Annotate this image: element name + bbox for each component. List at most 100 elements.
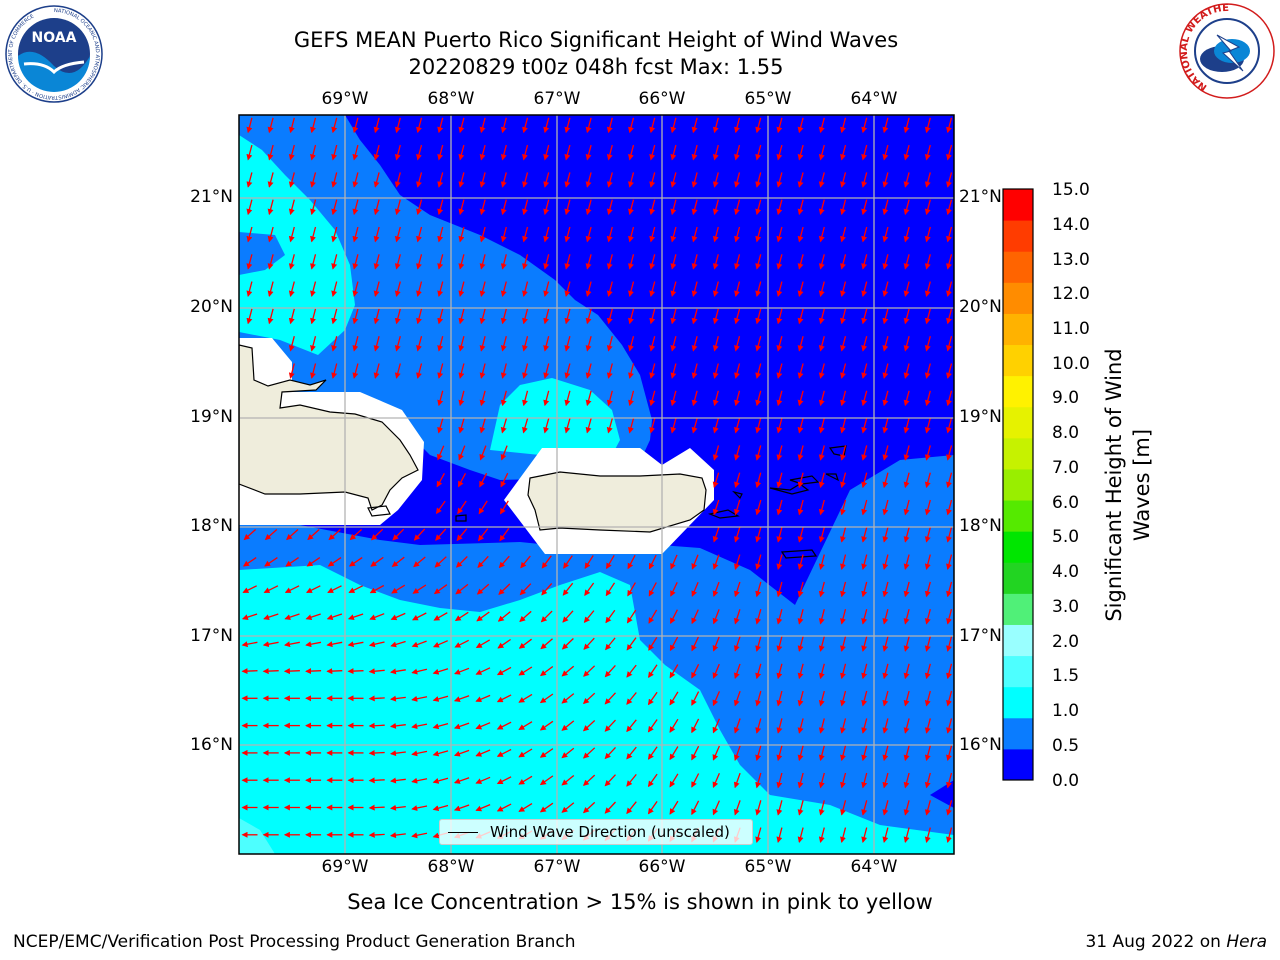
wave-arrow bbox=[331, 172, 338, 188]
wave-arrow bbox=[797, 772, 804, 789]
wave-arrow bbox=[797, 718, 804, 734]
wave-arrow bbox=[284, 585, 300, 593]
map-subtitle: 20220829 t00z 048h fcst Max: 1.55 bbox=[408, 55, 784, 79]
wave-arrow bbox=[882, 609, 889, 625]
wave-arrow bbox=[818, 308, 825, 325]
wave-arrow bbox=[649, 226, 656, 243]
wave-arrow bbox=[437, 390, 444, 407]
wave-arrow bbox=[310, 308, 317, 325]
colorbar-segment bbox=[1003, 468, 1033, 501]
wave-arrow bbox=[734, 172, 741, 188]
wave-arrow bbox=[283, 668, 300, 675]
wave-arrow bbox=[263, 613, 279, 621]
wave-arrow bbox=[733, 636, 741, 652]
wave-arrow bbox=[840, 390, 847, 407]
wave-arrow bbox=[539, 693, 554, 704]
wave-arrow bbox=[861, 609, 868, 625]
wave-arrow bbox=[436, 472, 445, 488]
wave-arrow bbox=[649, 199, 656, 216]
wave-arrow bbox=[267, 226, 274, 243]
wave-arrow bbox=[288, 363, 295, 379]
wave-arrow bbox=[840, 718, 847, 734]
left-lat-20n: 20°N bbox=[190, 297, 233, 317]
wave-arrow bbox=[373, 336, 380, 352]
wave-arrow bbox=[458, 336, 465, 352]
wave-arrow bbox=[712, 254, 719, 270]
wave-arrow bbox=[691, 363, 698, 379]
wave-arrow bbox=[840, 472, 847, 489]
wave-arrow bbox=[776, 827, 783, 843]
wave-arrow bbox=[840, 199, 847, 216]
wave-arrow bbox=[734, 445, 741, 461]
wave-arrow bbox=[328, 529, 341, 541]
wave-arrow bbox=[390, 750, 406, 757]
wave-arrow bbox=[627, 554, 636, 570]
wave-arrow bbox=[604, 719, 616, 732]
wave-arrow bbox=[882, 745, 889, 762]
wave-arrow bbox=[582, 801, 596, 814]
wave-arrow bbox=[562, 610, 574, 623]
wave-arrow bbox=[818, 690, 825, 707]
wave-arrow bbox=[797, 254, 804, 270]
wave-arrow bbox=[669, 746, 679, 761]
wave-arrow bbox=[946, 172, 953, 188]
bottom-lon-69w: 69°W bbox=[321, 857, 369, 877]
wave-arrow bbox=[416, 199, 423, 216]
wave-arrow bbox=[903, 226, 910, 243]
wave-arrow bbox=[561, 720, 575, 731]
wave-arrow bbox=[331, 281, 338, 297]
wave-arrow bbox=[946, 336, 953, 352]
wave-arrow bbox=[670, 336, 677, 352]
wave-arrow bbox=[755, 254, 762, 270]
wave-arrow bbox=[458, 172, 465, 188]
wave-arrow bbox=[797, 336, 804, 352]
wave-arrow bbox=[861, 199, 868, 216]
wave-arrow bbox=[797, 117, 804, 134]
wave-arrow bbox=[691, 199, 698, 216]
wave-arrow bbox=[755, 827, 762, 843]
wave-arrow bbox=[647, 719, 658, 733]
wave-arrow bbox=[310, 172, 317, 188]
wave-arrow bbox=[733, 745, 741, 761]
wave-arrow bbox=[242, 585, 257, 593]
wave-arrow bbox=[670, 554, 678, 570]
wave-arrow bbox=[861, 690, 868, 707]
wave-arrow bbox=[370, 556, 384, 567]
wave-arrow bbox=[561, 665, 575, 677]
wave-arrow bbox=[394, 363, 401, 379]
wave-arrow bbox=[541, 582, 553, 596]
wave-arrow bbox=[500, 336, 507, 352]
wave-arrow bbox=[432, 695, 449, 702]
bottom-lon-64w: 64°W bbox=[850, 857, 898, 877]
sea-ice-note: Sea Ice Concentration > 15% is shown in … bbox=[347, 890, 933, 914]
wave-arrow bbox=[522, 336, 529, 352]
wave-arrow bbox=[649, 172, 656, 188]
wave-arrow bbox=[818, 718, 825, 734]
wave-arrow bbox=[522, 417, 529, 434]
wave-arrow bbox=[924, 827, 931, 843]
colorbar-tick-13: 13.0 bbox=[1052, 250, 1090, 270]
wave-arrow bbox=[691, 308, 698, 325]
wave-arrow bbox=[540, 610, 553, 623]
wave-arrow bbox=[755, 554, 762, 570]
wave-arrow bbox=[241, 668, 258, 675]
wave-arrow bbox=[818, 390, 825, 407]
wave-arrow bbox=[500, 390, 507, 407]
top-lon-68w: 68°W bbox=[427, 89, 475, 109]
wave-arrow bbox=[606, 254, 613, 270]
wave-arrow bbox=[818, 417, 825, 434]
wave-arrow bbox=[475, 804, 491, 812]
wave-arrow bbox=[522, 172, 529, 188]
wave-arrow bbox=[903, 144, 910, 161]
wave-arrow bbox=[564, 144, 571, 161]
wave-arrow bbox=[392, 528, 405, 541]
wave-arrow bbox=[522, 390, 529, 407]
wave-arrow bbox=[670, 363, 677, 379]
wave-arrow bbox=[390, 722, 406, 729]
wave-arrow bbox=[776, 554, 783, 570]
wave-arrow bbox=[840, 581, 847, 598]
wave-arrow bbox=[670, 144, 677, 161]
wave-arrow bbox=[561, 638, 574, 650]
wave-arrow bbox=[626, 692, 637, 705]
wave-arrow bbox=[755, 527, 762, 543]
